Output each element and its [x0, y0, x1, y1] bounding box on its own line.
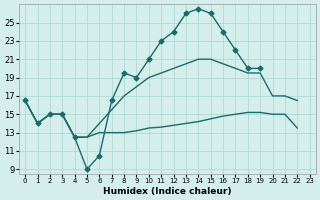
X-axis label: Humidex (Indice chaleur): Humidex (Indice chaleur) [103, 187, 232, 196]
